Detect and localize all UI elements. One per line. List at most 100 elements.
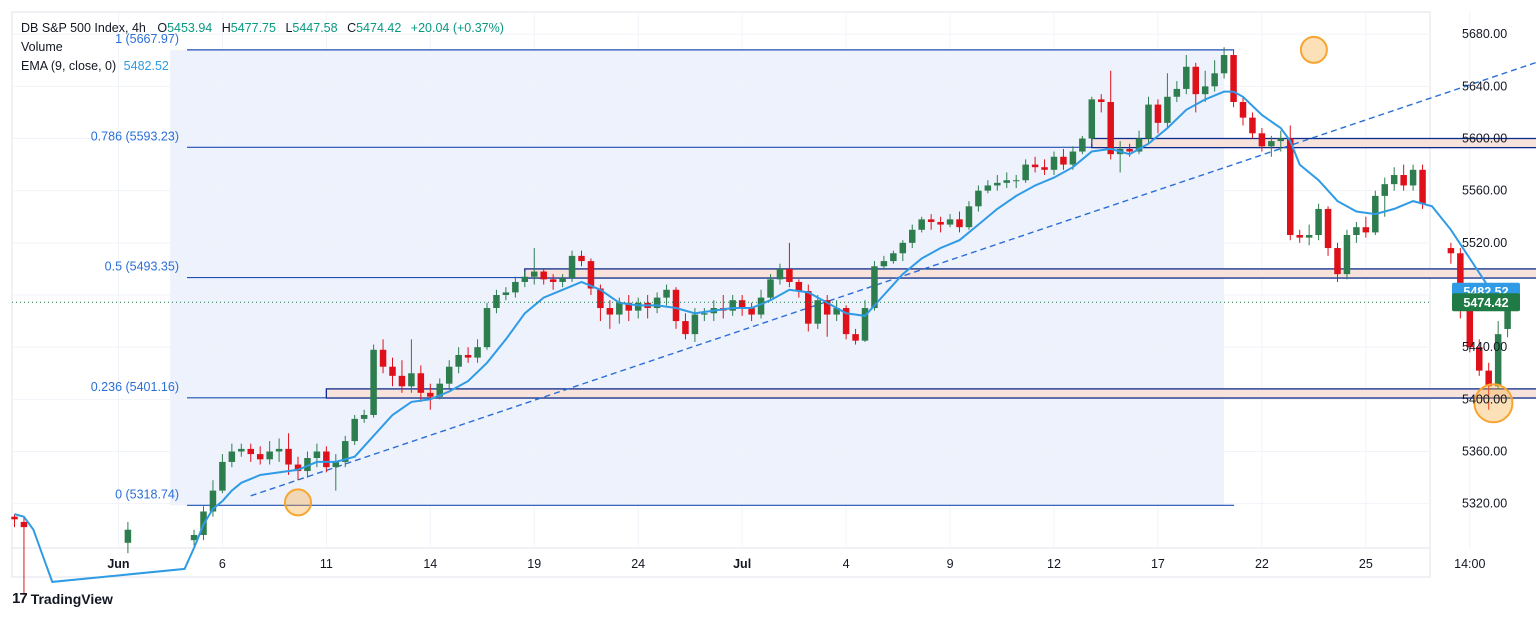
- candle-body: [493, 294, 500, 309]
- candle-body: [1192, 66, 1199, 95]
- candle-body: [899, 242, 907, 254]
- x-tick-label: 11: [320, 557, 333, 571]
- candle-body: [1126, 148, 1133, 152]
- candle: [814, 294, 821, 329]
- highlight-marker: [1473, 383, 1514, 424]
- candle-body: [11, 516, 18, 520]
- candle-body: [795, 281, 803, 292]
- candle-body: [1362, 227, 1370, 233]
- candle: [956, 211, 963, 233]
- candle-body: [1022, 164, 1029, 181]
- candle-body: [1041, 167, 1048, 170]
- candle: [455, 347, 462, 374]
- candle-body: [606, 308, 614, 315]
- candle-body: [880, 261, 888, 267]
- candle: [682, 313, 689, 340]
- candle: [313, 443, 321, 468]
- candle-body: [814, 300, 821, 324]
- candle-body: [578, 255, 585, 262]
- candle: [275, 438, 283, 462]
- candle: [285, 433, 292, 475]
- candle: [653, 292, 661, 314]
- candle-body: [890, 253, 897, 262]
- candle: [1494, 321, 1502, 389]
- candle-body: [351, 418, 358, 442]
- candle: [483, 302, 491, 350]
- candle: [1041, 159, 1048, 176]
- candle: [190, 529, 198, 546]
- candle: [1390, 167, 1398, 191]
- candle: [294, 456, 302, 481]
- candle-body: [190, 534, 198, 541]
- candle: [1305, 224, 1313, 246]
- candle: [531, 248, 538, 285]
- candle-body: [313, 451, 321, 459]
- candle-body: [1400, 175, 1407, 186]
- candle: [1268, 135, 1275, 157]
- y-tick-label: 5440.00: [1462, 340, 1507, 354]
- price-zone: [325, 388, 1536, 399]
- candle-body: [1088, 99, 1096, 139]
- candle-body: [965, 206, 973, 228]
- ema-line: [14, 90, 1508, 583]
- x-tick-label: 19: [527, 557, 541, 571]
- candle-body: [701, 313, 708, 315]
- candle-body: [1305, 235, 1313, 238]
- candle-body: [1381, 184, 1388, 196]
- tradingview-footer[interactable]: 17 TradingView: [12, 590, 113, 607]
- candle: [540, 268, 547, 285]
- last-price-badge: 5474.42: [1452, 293, 1520, 312]
- candle: [1088, 96, 1096, 144]
- candle-body: [417, 373, 425, 393]
- candle-body: [379, 349, 387, 367]
- candle-body: [1466, 294, 1474, 348]
- candle: [852, 328, 859, 345]
- candle-body: [1012, 180, 1020, 182]
- candle-body: [625, 302, 632, 311]
- candle: [927, 214, 935, 230]
- candle: [389, 357, 396, 387]
- candle: [266, 441, 273, 465]
- candle: [1324, 206, 1332, 256]
- candle: [937, 216, 944, 233]
- candle-body: [512, 281, 519, 293]
- candle-body: [323, 451, 330, 468]
- candle: [994, 175, 1001, 191]
- x-tick-label: Jul: [733, 557, 751, 571]
- candle-body: [1098, 99, 1105, 102]
- candle-body: [1154, 104, 1162, 123]
- candle: [1164, 73, 1171, 129]
- candle-body: [738, 300, 746, 309]
- candle-body: [445, 366, 453, 384]
- candle: [1211, 60, 1218, 92]
- candle: [445, 360, 453, 389]
- price-zone: [524, 268, 1536, 279]
- open-label: O: [157, 21, 168, 35]
- candle-body: [483, 308, 491, 348]
- candle: [738, 294, 746, 316]
- candle-body: [1504, 302, 1511, 329]
- candle: [342, 435, 349, 468]
- y-tick-label: 5320.00: [1462, 497, 1507, 511]
- y-tick-label: 5400.00: [1462, 392, 1507, 406]
- candle-body: [852, 334, 859, 341]
- candle-body: [597, 288, 604, 309]
- last-price-badge-bg: [1452, 293, 1520, 312]
- candle: [1135, 130, 1143, 155]
- candle: [1003, 172, 1010, 189]
- candle-body: [436, 383, 443, 397]
- candle-body: [823, 300, 831, 315]
- candle-body: [455, 354, 462, 367]
- candle: [1334, 242, 1341, 282]
- candle: [776, 263, 784, 285]
- candle-body: [1145, 104, 1152, 139]
- candle-body: [909, 229, 916, 243]
- candle-body: [871, 266, 878, 309]
- candle: [1239, 96, 1247, 126]
- candle-body: [1343, 235, 1351, 275]
- open-value: 5453.94: [167, 21, 213, 35]
- x-tick-label: 4: [843, 557, 850, 571]
- candle: [219, 454, 226, 494]
